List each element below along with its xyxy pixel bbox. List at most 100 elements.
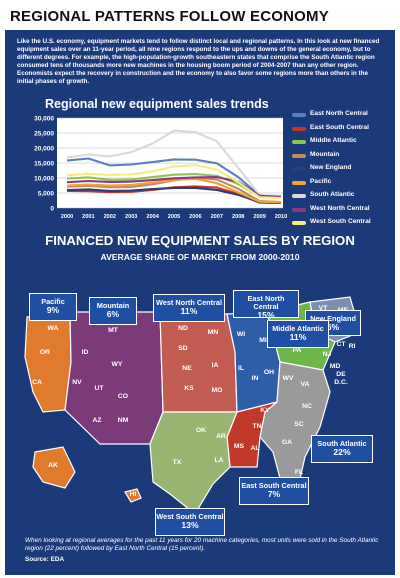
state-label: WY [112, 361, 123, 368]
legend-swatch [292, 194, 306, 198]
callout-south-atlantic: South Atlantic 22% [311, 435, 373, 463]
state-label: MO [212, 387, 223, 394]
state-label: DE [336, 371, 346, 378]
line-chart-title: Regional new equipment sales trends [45, 97, 269, 111]
legend-swatch [292, 140, 306, 144]
callout-region-name: Middle Atlantic [272, 324, 324, 333]
line-chart: 0 5,000 10,000 15,000 20,000 25,000 30,000 2000… [34, 116, 287, 221]
callout-share-value: 7% [267, 489, 281, 499]
series-line-east-north-central [66, 157, 282, 198]
callout-share-value: 11% [180, 306, 198, 316]
x-tick-label: 2000 [61, 214, 73, 220]
state-label: HI [130, 491, 137, 498]
state-label: NC [302, 403, 312, 410]
state-label: AL [250, 445, 259, 452]
state-label: OK [196, 427, 206, 434]
callout-region-name: Mountain [96, 301, 130, 310]
callout-east-north-central: East North Central 15% [233, 290, 299, 320]
y-tick-label: 25,000 [34, 131, 54, 138]
state-label: AR [216, 433, 226, 440]
map-subtitle: AVERAGE SHARE OF MARKET FROM 2000-2010 [100, 252, 300, 262]
map-title: FINANCED NEW EQUIPMENT SALES BY REGION [45, 233, 355, 248]
x-tick-label: 2007 [211, 214, 223, 220]
state-label: FL [295, 469, 303, 476]
callout-region-name: East North Central [247, 294, 285, 311]
state-label: MS [234, 443, 245, 450]
series-line-pacific [66, 177, 282, 204]
legend-swatch [292, 126, 306, 131]
callout-region-name: East South Central [241, 481, 307, 490]
callout-west-south-central: West South Central 13% [155, 508, 225, 536]
legend-swatch [292, 207, 306, 212]
callout-region-name: West North Central [156, 298, 222, 307]
callout-share-value: 6% [106, 309, 120, 319]
legend-swatch [292, 221, 306, 225]
legend-label: South Atlantic [310, 191, 355, 198]
callout-region-name: West South Central [156, 512, 224, 521]
x-tick-label: 2006 [189, 214, 201, 220]
state-label: IN [252, 375, 259, 382]
state-label: NV [72, 379, 82, 386]
state-label: WA [48, 325, 59, 332]
callout-mountain: Mountain 6% [89, 297, 137, 325]
state-label: AZ [92, 417, 101, 424]
state-label: OR [40, 349, 50, 356]
state-label: OH [264, 369, 274, 376]
source-credit: Source: EDA [25, 556, 65, 563]
legend-swatch [292, 167, 306, 171]
series-line-new-england [66, 186, 282, 204]
state-label: D.C. [334, 379, 348, 386]
region-pacific [32, 446, 76, 489]
state-label: WV [283, 375, 294, 382]
x-tick-label: 2005 [168, 214, 180, 220]
callout-region-name: South Atlantic [317, 439, 367, 448]
legend-label: New England [310, 164, 352, 171]
state-label: AK [48, 462, 58, 469]
callout-pacific: Pacific 9% [29, 293, 77, 321]
y-tick-label: 15,000 [34, 161, 54, 168]
header-bar: REGIONAL PATTERNS FOLLOW ECONOMY [0, 0, 400, 30]
callout-share-value: 11% [289, 332, 307, 342]
state-label: KY [260, 407, 270, 414]
legend-swatch [292, 113, 306, 117]
state-label: MT [108, 327, 119, 334]
state-label: CA [32, 379, 42, 386]
callout-share-value: 22% [333, 447, 351, 457]
callout-middle-atlantic: Middle Atlantic 11% [267, 320, 329, 348]
legend-swatch [292, 180, 306, 185]
legend-label: Pacific [310, 177, 332, 185]
state-label: VT [319, 305, 329, 312]
state-label: MI [259, 337, 267, 344]
state-label: NE [182, 365, 192, 372]
state-label: ID [82, 349, 89, 356]
x-tick-label: 2004 [146, 214, 159, 220]
state-label: UT [94, 385, 104, 392]
state-label: MD [330, 363, 341, 370]
footer-note: When looking at regional averages for th… [25, 537, 379, 553]
series-line-west-south-central [66, 164, 282, 200]
region-pacific [124, 488, 142, 503]
series-line-south-atlantic [66, 129, 282, 198]
state-label: LA [214, 457, 223, 464]
y-tick-label: 0 [50, 206, 54, 213]
y-tick-label: 20,000 [34, 146, 54, 153]
state-label: TN [252, 423, 261, 430]
legend-label: East South Central [310, 123, 369, 131]
callout-share-value: 6% [326, 322, 340, 332]
state-label: CT [336, 341, 346, 348]
state-label: KS [184, 385, 194, 392]
state-label: CO [118, 393, 128, 400]
state-label: WI [237, 331, 245, 338]
y-tick-label: 30,000 [34, 116, 54, 123]
legend-label: West South Central [310, 218, 371, 225]
content-panel: Like the U.S. economy, equipment markets… [5, 30, 395, 575]
x-tick-label: 2002 [104, 214, 116, 220]
legend-label: Mountain [310, 150, 340, 158]
legend-label: West North Central [310, 204, 370, 212]
state-label: PA [293, 347, 302, 354]
state-label: IA [212, 362, 219, 369]
x-tick-label: 2008 [232, 214, 244, 220]
state-label: RI [349, 343, 356, 350]
y-tick-label: 5,000 [38, 191, 55, 198]
legend-label: East North Central [310, 110, 368, 117]
